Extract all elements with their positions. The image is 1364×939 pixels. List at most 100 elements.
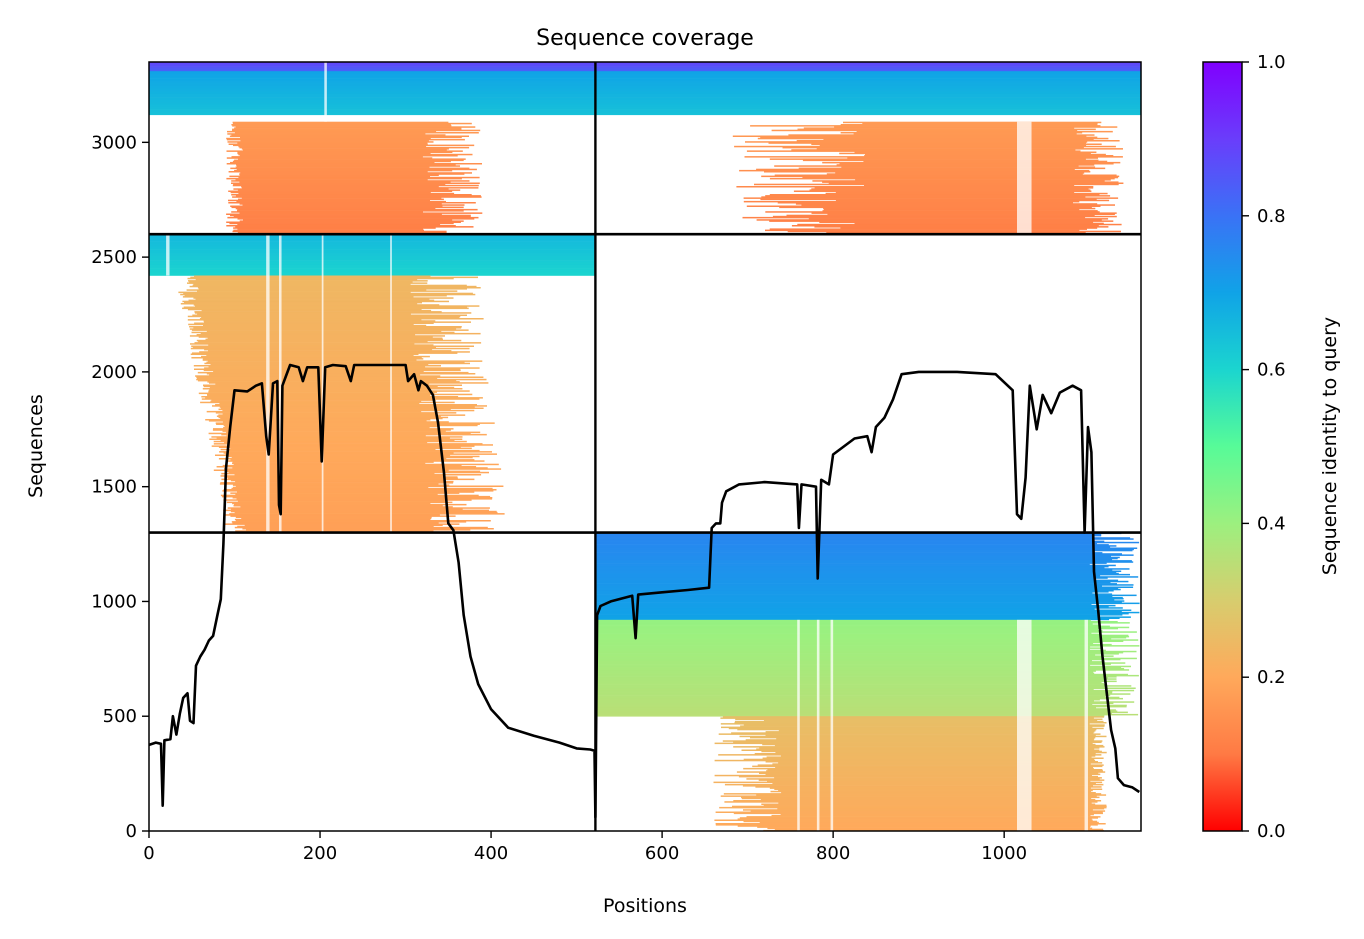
coverage-row xyxy=(149,106,1141,109)
coverage-row xyxy=(714,819,1093,821)
coverage-row xyxy=(222,409,475,412)
coverage-row xyxy=(222,495,491,498)
coverage-row xyxy=(237,142,428,144)
coverage-row xyxy=(230,214,471,217)
coverage-row xyxy=(595,710,1118,712)
coverage-row xyxy=(803,127,1075,129)
coverage-row xyxy=(190,353,419,355)
coverage-row xyxy=(149,98,1141,101)
colorbar-gradient xyxy=(1202,61,1243,832)
coverage-row xyxy=(241,148,449,150)
coverage-row xyxy=(226,163,482,165)
coverage-row xyxy=(743,724,1105,726)
coverage-row xyxy=(765,195,1111,197)
coverage-row xyxy=(237,500,446,502)
y-tick-label: 2000 xyxy=(91,362,137,383)
coverage-row xyxy=(210,363,429,366)
coverage-row xyxy=(778,789,1093,792)
coverage-row xyxy=(854,222,1104,225)
coverage-row xyxy=(741,796,1100,799)
coverage-row xyxy=(240,140,429,142)
coverage-row xyxy=(149,269,596,272)
coverage-row xyxy=(827,213,1115,215)
coverage-row xyxy=(180,303,418,305)
coverage-row xyxy=(839,163,1114,165)
coverage-row xyxy=(221,478,475,481)
coverage-row xyxy=(595,575,1101,577)
coverage-row xyxy=(812,180,1105,182)
coverage-row xyxy=(149,96,1141,98)
coverage-row xyxy=(755,786,1102,788)
coverage-row xyxy=(149,79,1141,81)
coverage-row xyxy=(840,227,1098,229)
coverage-row xyxy=(215,412,457,414)
coverage-row xyxy=(595,712,1112,715)
coverage-row xyxy=(149,246,596,249)
coverage-row xyxy=(224,468,502,470)
coverage-row xyxy=(788,134,1095,136)
coverage-row xyxy=(742,785,1093,787)
coverage-row xyxy=(595,650,1137,653)
coverage-row xyxy=(724,801,1098,803)
coverage-row xyxy=(595,669,1130,671)
coverage-row xyxy=(149,99,1141,102)
coverage-row xyxy=(149,66,1141,69)
coverage-row xyxy=(595,664,1091,667)
coverage-row xyxy=(232,196,482,198)
coverage-row xyxy=(149,268,596,271)
coverage-row xyxy=(225,460,485,462)
coverage-row xyxy=(770,790,1092,793)
coverage-row xyxy=(219,483,439,485)
coverage-row xyxy=(595,621,1118,623)
coverage-row xyxy=(595,633,1101,636)
coverage-row xyxy=(149,95,1141,97)
coverage-row xyxy=(149,65,1141,67)
coverage-row xyxy=(184,295,447,297)
x-tick-label: 400 xyxy=(474,843,508,864)
coverage-row xyxy=(745,141,1088,143)
coverage-row xyxy=(197,379,457,382)
coverage-row xyxy=(595,577,1108,579)
coverage-row xyxy=(595,559,1113,561)
coverage-row xyxy=(769,228,1087,230)
coverage-row xyxy=(743,200,1080,203)
coverage-row xyxy=(208,344,434,346)
coverage-row xyxy=(814,187,1094,189)
coverage-row xyxy=(223,452,454,454)
coverage-row xyxy=(835,191,1075,194)
colorbar-tick-label: 0.6 xyxy=(1257,360,1286,381)
coverage-row xyxy=(201,355,430,358)
coverage-row xyxy=(149,104,1141,106)
coverage-row xyxy=(186,289,427,291)
coverage-row xyxy=(778,762,1103,764)
coverage-row xyxy=(187,282,428,284)
coverage-row xyxy=(595,616,1131,618)
coverage-row xyxy=(220,407,484,409)
coverage-row xyxy=(750,736,1096,739)
coverage-row xyxy=(839,152,1091,155)
coverage-row xyxy=(595,560,1132,562)
coverage-row xyxy=(713,781,1103,784)
coverage-row xyxy=(223,424,478,427)
coverage-row xyxy=(149,249,596,251)
coverage-row xyxy=(774,828,1104,831)
coverage-row xyxy=(714,774,1092,777)
coverage-row xyxy=(236,164,456,166)
coverage-row xyxy=(149,107,1141,110)
coverage-row xyxy=(230,447,472,450)
coverage-row xyxy=(742,216,1086,219)
coverage-row xyxy=(220,439,455,442)
coverage-row xyxy=(595,544,1109,546)
coverage-row xyxy=(230,479,444,482)
coverage-row xyxy=(723,793,1102,795)
coverage-row xyxy=(595,557,1118,560)
coverage-row xyxy=(237,218,475,220)
gap-column xyxy=(816,619,820,831)
coverage-row xyxy=(595,700,1094,702)
coverage-row xyxy=(595,629,1098,631)
coverage-row xyxy=(864,184,1075,187)
coverage-row xyxy=(232,184,479,187)
coverage-row xyxy=(595,684,1107,686)
coverage-row xyxy=(595,602,1140,605)
coverage-row xyxy=(595,665,1131,668)
